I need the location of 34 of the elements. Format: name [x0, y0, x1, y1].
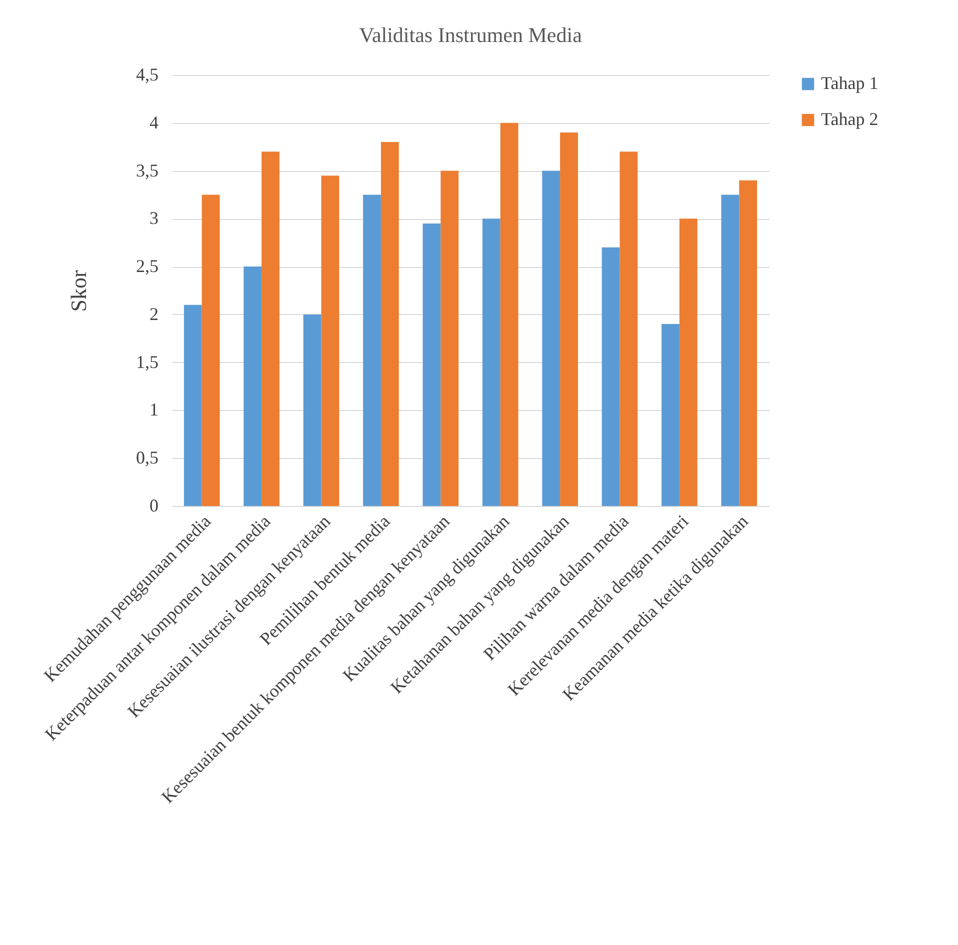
bar [662, 324, 680, 506]
bar [202, 194, 220, 506]
bar [380, 142, 399, 506]
bar [500, 122, 518, 506]
y-tick-label: 2,5 [136, 256, 158, 276]
bar [482, 218, 500, 506]
bar [184, 304, 202, 506]
y-tick-label: 0,5 [136, 448, 158, 468]
y-tick-label: 4 [150, 112, 158, 132]
bar [262, 152, 280, 506]
y-tick-label: 1 [150, 400, 158, 420]
y-tick-label: 3,5 [136, 160, 158, 180]
y-tick-label: 4,5 [136, 64, 158, 84]
y-tick-label: 3 [150, 208, 158, 228]
bar [321, 176, 340, 506]
bar [721, 194, 740, 506]
bar [679, 218, 698, 506]
bar [363, 194, 381, 506]
bar [440, 170, 459, 506]
y-axis-title: Skor [66, 270, 91, 312]
bar [542, 170, 560, 506]
legend-label: Tahap 1 [821, 73, 878, 93]
bar [560, 132, 578, 506]
bar [620, 152, 638, 506]
bar [303, 314, 322, 506]
y-tick-label: 1,5 [136, 352, 158, 372]
chart-title: Validitas Instrumen Media [359, 23, 583, 47]
legend-label: Tahap 2 [821, 109, 878, 129]
bar [244, 266, 262, 506]
bar [739, 180, 758, 506]
y-tick-label: 2 [150, 304, 158, 324]
bar [422, 223, 441, 506]
y-tick-label: 0 [150, 496, 158, 516]
bar [602, 247, 620, 506]
